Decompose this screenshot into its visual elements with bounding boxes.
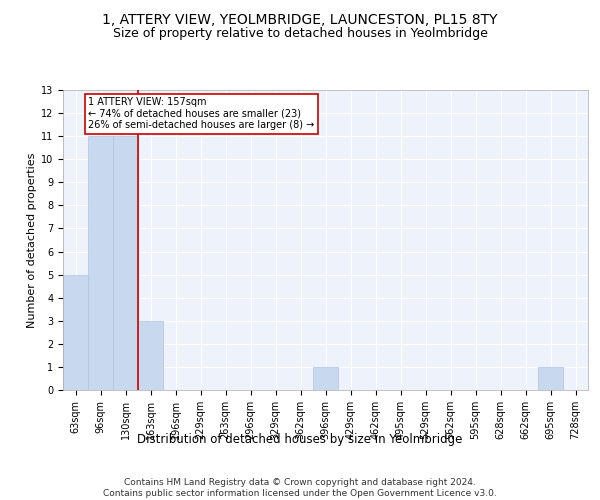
Bar bbox=[138, 321, 163, 390]
Bar bbox=[63, 274, 88, 390]
Y-axis label: Number of detached properties: Number of detached properties bbox=[27, 152, 37, 328]
Text: 1, ATTERY VIEW, YEOLMBRIDGE, LAUNCESTON, PL15 8TY: 1, ATTERY VIEW, YEOLMBRIDGE, LAUNCESTON,… bbox=[102, 12, 498, 26]
Text: Distribution of detached houses by size in Yeolmbridge: Distribution of detached houses by size … bbox=[137, 432, 463, 446]
Bar bbox=[88, 136, 113, 390]
Text: 1 ATTERY VIEW: 157sqm
← 74% of detached houses are smaller (23)
26% of semi-deta: 1 ATTERY VIEW: 157sqm ← 74% of detached … bbox=[88, 97, 314, 130]
Bar bbox=[113, 136, 138, 390]
Bar bbox=[538, 367, 563, 390]
Text: Contains HM Land Registry data © Crown copyright and database right 2024.
Contai: Contains HM Land Registry data © Crown c… bbox=[103, 478, 497, 498]
Text: Size of property relative to detached houses in Yeolmbridge: Size of property relative to detached ho… bbox=[113, 28, 487, 40]
Bar bbox=[313, 367, 338, 390]
